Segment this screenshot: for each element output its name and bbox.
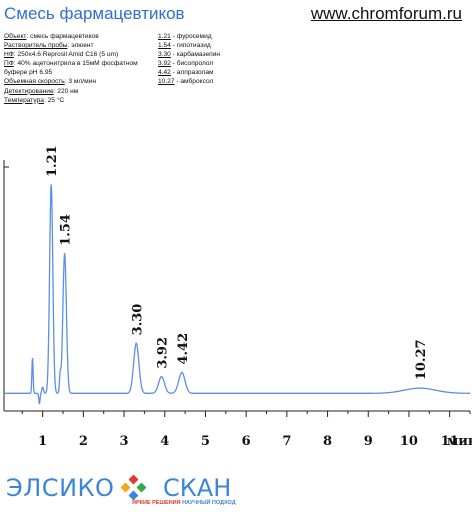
- condition-key: НФ: [4, 51, 14, 59]
- peak-apex: [50, 184, 53, 186]
- peak-legend-item: 3.30 - карбамазепин: [158, 51, 221, 59]
- chromatogram-trace: [4, 184, 470, 405]
- conditions-block: Объект: смесь фармацевтиков Растворитель …: [4, 32, 138, 105]
- peak-label: 4.42: [176, 333, 191, 365]
- condition-line: Температура: 25 °C: [4, 96, 65, 104]
- condition-key: Объемная скорость: [4, 78, 65, 86]
- condition-key: Растворитель пробы: [4, 42, 68, 50]
- condition-value: элюент: [71, 42, 94, 50]
- x-tick-label: 5: [201, 434, 210, 449]
- condition-key: Температура: [4, 96, 44, 104]
- condition-line: Детектирование: 220 нм: [4, 87, 79, 95]
- condition-line: НФ: 250x4.6 Reprosil Amid C16 (5 um): [4, 51, 119, 59]
- x-tick-label: 10: [400, 434, 418, 449]
- tagline-blue: НАУЧНЫЙ ПОДХОД: [182, 500, 236, 506]
- scan-logo: СКАН: [163, 474, 232, 502]
- x-tick-label: 2: [79, 434, 88, 449]
- x-tick-label: 7: [282, 434, 291, 449]
- x-tick-label: 6: [242, 434, 251, 449]
- x-tick-label: 8: [323, 434, 332, 449]
- x-axis-label: мин: [447, 434, 472, 449]
- logo-tagline: ЯРКИЕ РЕШЕНИЯ НАУЧНЫЙ ПОДХОД: [132, 500, 236, 506]
- condition-line: Растворитель пробы: элюент: [4, 42, 94, 50]
- peak-apex: [135, 342, 138, 345]
- condition-line: буфере pH 6.95: [4, 68, 138, 77]
- peak-label: 3.30: [130, 304, 145, 336]
- peak-apex: [160, 375, 163, 378]
- peak-legend: 1.21 - фуросемид 1.54 - гипотиазид 3.30 - …: [158, 32, 220, 87]
- peak-legend-time: 1.21: [158, 33, 171, 40]
- condition-key: Детектирование: [4, 87, 54, 95]
- x-tick-label: 11: [441, 434, 459, 449]
- condition-value: смесь фармацевтиков: [30, 33, 99, 40]
- peak-legend-name: амброксол: [180, 78, 214, 86]
- peak-legend-time: 3.92: [158, 60, 171, 68]
- site-link[interactable]: www.chromforum.ru: [310, 4, 462, 23]
- page-title: Смесь фармацевтиков: [4, 4, 185, 23]
- peak-label: 3.92: [156, 337, 171, 369]
- condition-value: 40% ацетонитрила в 15мМ фосфатном: [17, 60, 138, 68]
- peak-legend-time: 4.42: [158, 69, 171, 77]
- peak-legend-name: карбамазепин: [176, 51, 221, 59]
- peak-legend-item: 3.92 - бисопролол: [158, 60, 214, 68]
- condition-value: буфере pH 6.95: [4, 69, 53, 77]
- peak-legend-item: 1.21 - фуросемид: [158, 33, 212, 40]
- peak-legend-time: 10.27: [158, 78, 175, 86]
- x-tick-label: 3: [120, 434, 129, 449]
- peak-legend-item: 1.54 - гипотиазид: [158, 42, 211, 50]
- peak-legend-name: алпразолам: [176, 69, 214, 77]
- x-tick-label: 1: [38, 434, 47, 449]
- condition-line: Объект: смесь фармацевтиков: [4, 33, 99, 40]
- peak-apex: [63, 252, 66, 255]
- x-tick-label: 9: [364, 434, 373, 449]
- condition-value: 250x4.6 Reprosil Amid C16 (5 um): [17, 51, 119, 59]
- peak-legend-time: 1.54: [158, 42, 171, 50]
- peak-legend-time: 3.30: [158, 51, 171, 59]
- condition-value: 220 нм: [57, 87, 79, 95]
- peak-apex: [181, 371, 183, 374]
- peak-apex: [419, 387, 421, 389]
- peak-legend-item: 4.42 - алпразолам: [158, 69, 214, 77]
- condition-key: Объект: [4, 33, 27, 40]
- x-tick-label: 4: [160, 434, 169, 449]
- peak-legend-item: 10.27 - амброксол: [158, 78, 214, 86]
- peak-legend-name: гипотиазид: [176, 42, 211, 50]
- condition-line: Объемная скорость: 3 мл/мин: [4, 78, 96, 86]
- condition-key: ПФ: [4, 60, 14, 68]
- condition-line: ПФ: 40% ацетонитрила в 15мМ фосфатном: [4, 60, 138, 68]
- condition-value: 25 °C: [47, 96, 65, 104]
- peak-legend-name: фуросемид: [176, 33, 212, 40]
- peak-label: 1.21: [45, 145, 60, 177]
- peak-legend-name: бисопролол: [176, 60, 214, 68]
- scan-logo-icon: [120, 475, 147, 501]
- condition-value: 3 мл/мин: [68, 78, 96, 86]
- tagline-red: ЯРКИЕ РЕШЕНИЯ: [132, 500, 181, 506]
- peak-label: 1.54: [59, 214, 74, 246]
- peak-label: 10.27: [414, 339, 429, 380]
- elsiko-logo: ЭЛСИКО: [6, 474, 115, 502]
